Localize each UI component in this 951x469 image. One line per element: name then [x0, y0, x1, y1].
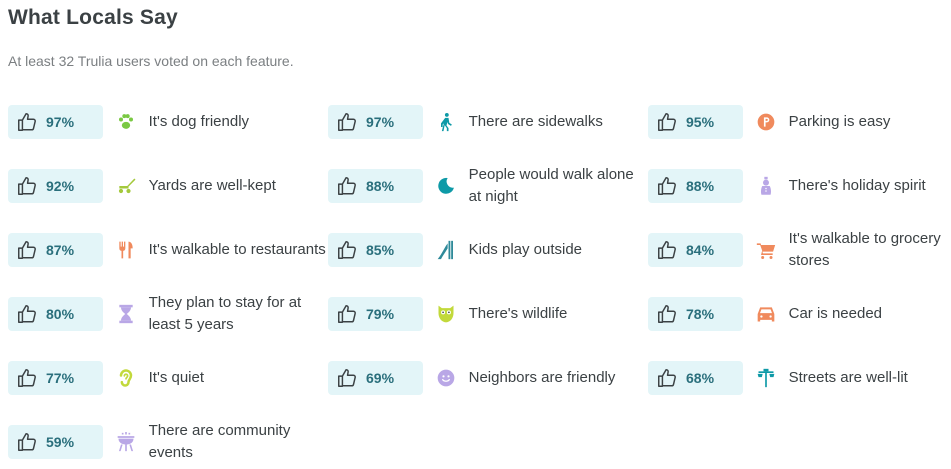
- section-subtitle: At least 32 Trulia users voted on each f…: [8, 53, 294, 69]
- car-icon: [755, 303, 777, 325]
- feature-label: Car is needed: [788, 305, 883, 322]
- feature-label: Parking is easy: [788, 113, 891, 130]
- vote-pill[interactable]: 97%: [8, 105, 103, 139]
- lawnmower-icon: [115, 175, 137, 197]
- vote-percent: 77%: [46, 370, 75, 386]
- feature-label: They plan to stay for at least 5 years: [148, 294, 302, 333]
- feature-item[interactable]: 84% It's walkable to grocery stores: [648, 230, 951, 269]
- feature-item[interactable]: 77% It's quiet: [8, 361, 328, 395]
- parking-icon: [755, 111, 777, 133]
- thumbs-up-icon: [338, 305, 356, 323]
- moon-icon: [435, 175, 457, 197]
- utensils-icon: [115, 239, 137, 261]
- vote-pill[interactable]: 95%: [648, 105, 743, 139]
- vote-percent: 69%: [366, 370, 395, 386]
- feature-item[interactable]: 69% Neighbors are friendly: [328, 361, 648, 395]
- vote-pill[interactable]: 84%: [648, 233, 743, 267]
- vote-percent: 88%: [686, 178, 715, 194]
- thumbs-up-icon: [658, 113, 676, 131]
- thumbs-up-icon: [18, 113, 36, 131]
- vote-pill[interactable]: 68%: [648, 361, 743, 395]
- feature-label: Neighbors are friendly: [468, 369, 616, 386]
- vote-pill[interactable]: 87%: [8, 233, 103, 267]
- feature-label: Yards are well-kept: [148, 177, 276, 194]
- feature-label: People would walk alone at night: [468, 166, 634, 205]
- vote-pill[interactable]: 80%: [8, 297, 103, 331]
- vote-pill[interactable]: 88%: [648, 169, 743, 203]
- vote-percent: 88%: [366, 178, 395, 194]
- feature-label: There's wildlife: [468, 305, 568, 322]
- feature-label: There's holiday spirit: [788, 177, 926, 194]
- thumbs-up-icon: [658, 177, 676, 195]
- thumbs-up-icon: [18, 305, 36, 323]
- feature-item[interactable]: 92% Yards are well-kept: [8, 169, 328, 203]
- thumbs-up-icon: [658, 369, 676, 387]
- feature-label: It's walkable to grocery stores: [788, 230, 941, 269]
- feature-item[interactable]: 85% Kids play outside: [328, 233, 648, 267]
- feature-item[interactable]: 87% It's walkable to restaurants: [8, 233, 328, 267]
- paw-icon-svg: [118, 114, 133, 129]
- hourglass-icon: [115, 303, 137, 325]
- vote-pill[interactable]: 69%: [328, 361, 423, 395]
- feature-item[interactable]: 97% There are sidewalks: [328, 105, 648, 139]
- vote-percent: 97%: [366, 114, 395, 130]
- thumbs-up-icon: [338, 369, 356, 387]
- feature-label: It's walkable to restaurants: [148, 241, 326, 258]
- ear-icon: [115, 367, 137, 389]
- feature-item[interactable]: 79% There's wildlife: [328, 297, 648, 331]
- vote-pill[interactable]: 97%: [328, 105, 423, 139]
- slide-icon: [435, 239, 457, 261]
- vote-percent: 78%: [686, 306, 715, 322]
- vote-percent: 84%: [686, 242, 715, 258]
- vote-percent: 85%: [366, 242, 395, 258]
- feature-item[interactable]: 97% It's dog friendly: [8, 105, 328, 139]
- feature-item[interactable]: 68% Streets are well-lit: [648, 361, 951, 395]
- vote-percent: 92%: [46, 178, 75, 194]
- feature-item[interactable]: 59% There are community events: [8, 422, 328, 461]
- feature-label: There are sidewalks: [468, 113, 603, 130]
- snowman-icon: [755, 175, 777, 197]
- thumbs-up-icon: [18, 241, 36, 259]
- feature-label: There are community events: [148, 422, 291, 461]
- pedestrian-icon: [435, 111, 457, 133]
- thumbs-up-icon: [338, 241, 356, 259]
- vote-pill[interactable]: 79%: [328, 297, 423, 331]
- feature-label: Streets are well-lit: [788, 369, 908, 386]
- thumbs-up-icon: [658, 305, 676, 323]
- vote-percent: 97%: [46, 114, 75, 130]
- vote-percent: 79%: [366, 306, 395, 322]
- vote-percent: 95%: [686, 114, 715, 130]
- cart-icon: [755, 239, 777, 261]
- feature-item[interactable]: 78% Car is needed: [648, 297, 951, 331]
- feature-label: Kids play outside: [468, 241, 583, 258]
- vote-pill[interactable]: 92%: [8, 169, 103, 203]
- vote-percent: 87%: [46, 242, 75, 258]
- feature-label: It's dog friendly: [148, 113, 250, 130]
- vote-pill[interactable]: 88%: [328, 169, 423, 203]
- vote-pill[interactable]: 78%: [648, 297, 743, 331]
- thumbs-up-icon: [18, 433, 36, 451]
- owl-icon: [435, 303, 457, 325]
- thumbs-up-icon: [658, 241, 676, 259]
- feature-item[interactable]: 80% They plan to stay for at least 5 yea…: [8, 294, 328, 333]
- vote-percent: 80%: [46, 306, 75, 322]
- feature-item[interactable]: 88% People would walk alone at night: [328, 166, 648, 205]
- thumbs-up-icon: [338, 177, 356, 195]
- paw-icon: [115, 111, 137, 133]
- grill-icon: [115, 431, 137, 453]
- vote-pill[interactable]: 59%: [8, 425, 103, 459]
- feature-label: It's quiet: [148, 369, 205, 386]
- thumbs-up-icon: [338, 113, 356, 131]
- thumbs-up-icon: [18, 369, 36, 387]
- vote-pill[interactable]: 85%: [328, 233, 423, 267]
- smiley-icon: [435, 367, 457, 389]
- feature-item[interactable]: 95% Parking is easy: [648, 105, 951, 139]
- feature-item[interactable]: 88% There's holiday spirit: [648, 169, 951, 203]
- section-title: What Locals Say: [8, 6, 178, 29]
- thumbs-up-icon: [18, 177, 36, 195]
- vote-percent: 59%: [46, 434, 75, 450]
- streetlight-icon: [755, 367, 777, 389]
- vote-percent: 68%: [686, 370, 715, 386]
- vote-pill[interactable]: 77%: [8, 361, 103, 395]
